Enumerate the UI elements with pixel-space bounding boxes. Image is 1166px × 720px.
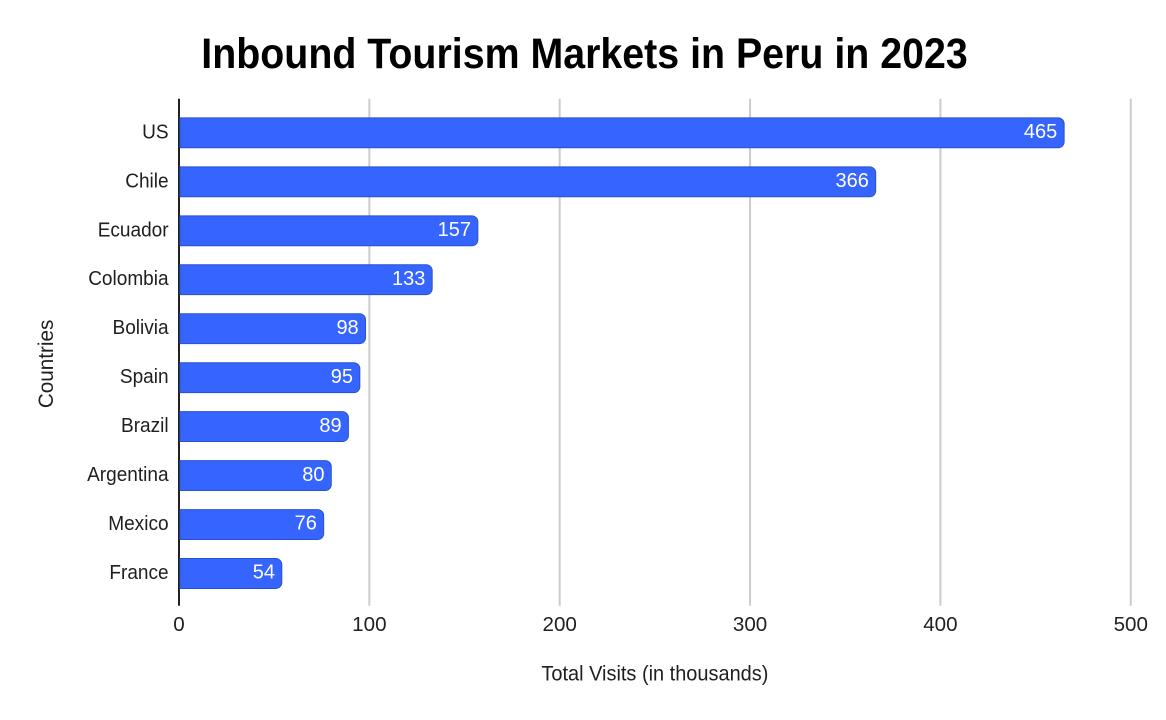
svg-text:95: 95 [331,366,353,388]
svg-text:US: US [142,121,169,143]
svg-text:Mexico: Mexico [108,513,168,535]
svg-text:0: 0 [173,613,184,636]
svg-text:Chile: Chile [125,170,168,192]
svg-text:Argentina: Argentina [87,464,169,486]
svg-text:157: 157 [438,219,471,241]
svg-text:France: France [109,562,168,584]
svg-text:300: 300 [733,613,767,636]
svg-text:98: 98 [336,317,358,339]
svg-text:500: 500 [1114,613,1148,636]
svg-text:Total Visits (in thousands): Total Visits (in thousands) [541,662,768,685]
svg-text:54: 54 [253,562,275,584]
svg-text:80: 80 [302,464,324,486]
svg-text:Inbound Tourism Markets in Per: Inbound Tourism Markets in Peru in 2023 [201,30,967,78]
svg-text:Spain: Spain [120,366,169,388]
svg-text:133: 133 [392,268,425,290]
svg-text:100: 100 [352,613,386,636]
svg-text:Colombia: Colombia [88,268,169,290]
svg-text:89: 89 [319,415,341,437]
svg-text:465: 465 [1024,121,1057,143]
svg-text:76: 76 [295,513,317,535]
svg-text:366: 366 [836,170,869,192]
svg-text:Brazil: Brazil [121,415,169,437]
svg-text:Bolivia: Bolivia [113,317,170,339]
svg-text:400: 400 [923,613,957,636]
svg-text:200: 200 [543,613,577,636]
svg-text:Countries: Countries [35,320,58,409]
svg-text:Ecuador: Ecuador [98,219,169,241]
